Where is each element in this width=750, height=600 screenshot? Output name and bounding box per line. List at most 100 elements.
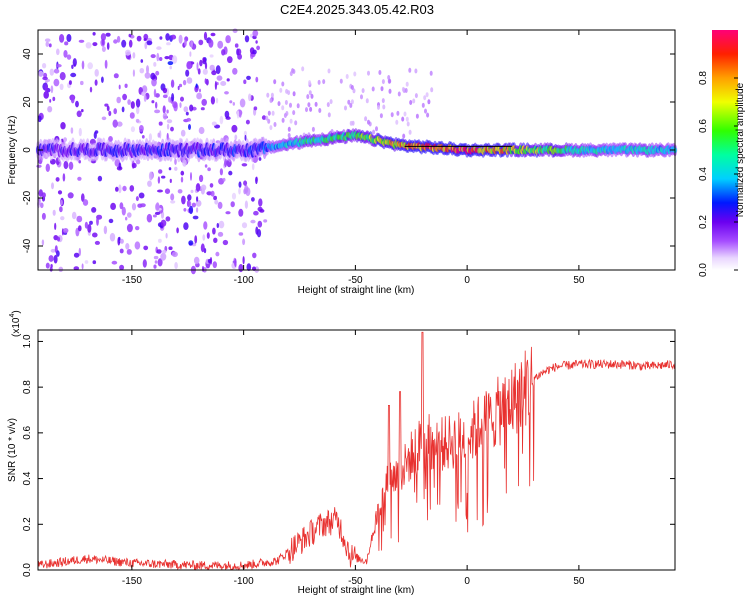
snr-y-scale-base: (x10 [11, 317, 22, 337]
spectrogram-noise-dot [198, 126, 205, 135]
spectrogram-noise-dot [118, 184, 122, 194]
spectrogram-noise-dot [148, 133, 152, 142]
snr-y-scale-close: ) [11, 310, 22, 313]
spectrogram-noise-dot [231, 124, 238, 133]
spectrogram-noise-dot [113, 73, 119, 79]
spectrogram-noise-dot [353, 71, 357, 77]
spectrogram-y-tick-label: 0 [22, 147, 33, 153]
spectrogram-noise-dot [372, 129, 376, 135]
spectrogram-noise-dot [430, 87, 434, 93]
snr-x-tick-label: 50 [573, 576, 585, 587]
spectrogram-noise-dot [94, 130, 99, 134]
spectrogram-blobs [35, 28, 678, 275]
spectrogram-noise-dot [209, 257, 213, 265]
spectrogram-noise-dot [158, 169, 163, 174]
spectrogram-noise-dot [49, 99, 52, 103]
spectrogram-noise-dot [208, 39, 214, 48]
spectrogram-noise-dot [234, 258, 237, 267]
spectrogram-noise-dot [289, 102, 292, 108]
spectrogram-noise-dot [405, 116, 409, 122]
spectrogram-noise-dot [186, 61, 192, 70]
spectrogram-x-tick-label: -150 [122, 275, 142, 286]
spectrogram-noise-dot [166, 123, 170, 130]
spectrogram-noise-dot [269, 125, 273, 131]
spectrogram-noise-dot [167, 61, 174, 66]
spectrogram-y-ticks: -40 -20 0 20 40 [22, 48, 675, 253]
spectrogram-noise-dot [215, 251, 220, 257]
spectrogram-noise-dot [273, 79, 277, 85]
spectrogram-noise-dot [352, 88, 356, 94]
spectrogram-noise-dot [216, 82, 219, 86]
spectrogram-noise-dot [232, 67, 238, 75]
spectrogram-noise-dot [349, 120, 353, 126]
spectrogram-noise-dot [153, 255, 159, 260]
spectrogram-noise-dot [104, 59, 108, 69]
spectrogram-noise-dot [224, 91, 229, 95]
spectrogram-noise-dot [139, 125, 144, 133]
spectrogram-noise-dot [62, 173, 66, 182]
spectrogram-noise-dot [168, 96, 171, 103]
spectrogram-noise-dot [62, 228, 69, 234]
spectrogram-noise-dot [106, 42, 110, 50]
spectrogram-noise-dot [231, 192, 237, 200]
spectrogram-noise-dot [130, 101, 135, 109]
spectrogram-noise-dot [380, 86, 384, 92]
spectrogram-noise-dot [104, 103, 109, 107]
spectrogram-noise-dot [113, 39, 118, 44]
spectrogram-noise-dot [277, 101, 281, 107]
spectrogram-noise-dot [202, 57, 206, 63]
spectrogram-noise-dot [76, 215, 83, 223]
spectrogram-noise-dot [172, 55, 178, 64]
spectrogram-noise-dot [218, 178, 225, 185]
spectrogram-noise-dot [214, 124, 221, 129]
spectrogram-noise-dot [367, 70, 370, 76]
snr-y-tick-label: 1.0 [22, 334, 33, 348]
spectrogram-noise-dot [58, 266, 64, 272]
svg-text:(x104): (x104) [9, 310, 22, 337]
spectrogram-noise-dot [37, 115, 42, 123]
spectrogram-noise-dot [259, 209, 265, 213]
snr-panel: -150 -100 -50 0 50 0.0 0.2 0.4 0.6 0.8 1.0 Height… [7, 310, 676, 596]
spectrogram-noise-dot [53, 68, 60, 74]
spectrogram-noise-dot [174, 262, 178, 269]
spectrogram-noise-dot [193, 256, 200, 265]
spectrogram-noise-dot [213, 195, 218, 201]
spectrogram-noise-dot [429, 70, 433, 76]
spectrogram-noise-dot [284, 100, 288, 105]
spectrogram-noise-dot [147, 180, 152, 187]
spectrogram-noise-dot [87, 224, 92, 233]
spectrogram-noise-dot [111, 260, 118, 265]
spectrogram-noise-dot [197, 68, 201, 75]
colorbar: 0.0 0.2 0.4 0.6 0.8 Normalized spectral ampl… [698, 30, 746, 277]
spectrogram-noise-dot [50, 85, 54, 94]
spectrogram-noise-dot [196, 196, 199, 202]
spectrogram-noise-dot [59, 206, 63, 213]
spectrogram-noise-dot [101, 116, 107, 121]
spectrogram-noise-dot [426, 112, 430, 118]
spectrogram-noise-dot [187, 194, 192, 201]
spectrogram-noise-dot [361, 88, 365, 94]
spectrogram-noise-dot [421, 102, 425, 108]
spectrogram-noise-dot [211, 121, 217, 126]
spectrogram-noise-dot [204, 164, 208, 168]
spectrogram-noise-dot [103, 225, 108, 235]
spectrogram-noise-dot [415, 113, 419, 119]
spectrogram-noise-dot [185, 69, 190, 77]
spectrogram-noise-dot [388, 88, 392, 94]
spectrogram-noise-dot [241, 163, 248, 167]
spectrogram-noise-dot [94, 79, 98, 86]
spectrogram-noise-dot [378, 70, 382, 75]
spectrogram-noise-dot [189, 104, 194, 112]
spectrogram-noise-dot [218, 220, 225, 229]
spectrogram-noise-dot [309, 106, 313, 112]
spectrogram-noise-dot [41, 192, 46, 198]
spectrogram-noise-dot [287, 90, 291, 96]
spectrogram-noise-dot [63, 50, 68, 58]
spectrogram-noise-dot [347, 99, 351, 105]
spectrogram-noise-dot [42, 62, 47, 69]
spectrogram-noise-dot [142, 259, 147, 268]
spectrogram-noise-dot [184, 39, 187, 47]
colorbar-label: Normalized spectral amplitude [735, 82, 746, 217]
spectrogram-noise-dot [404, 88, 408, 93]
spectrogram-noise-dot [206, 232, 210, 239]
